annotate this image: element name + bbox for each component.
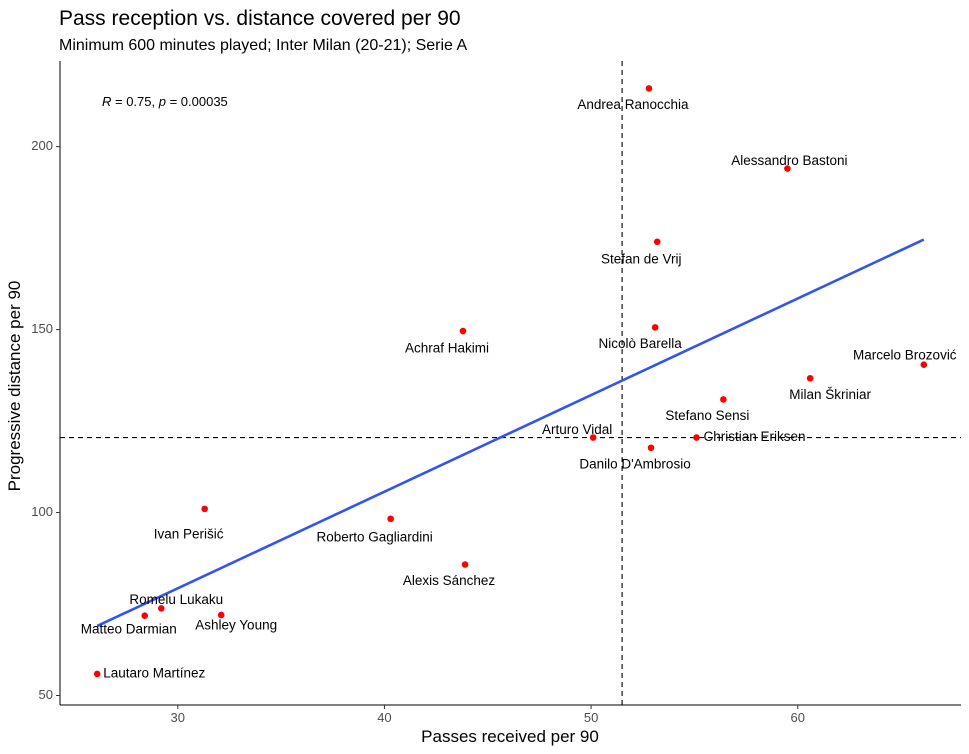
data-point xyxy=(387,515,394,523)
point-label: Milan Škriniar xyxy=(789,387,871,402)
data-point xyxy=(693,434,700,441)
chart-subtitle: Minimum 600 minutes played; Inter Milan … xyxy=(59,37,468,54)
data-point xyxy=(217,611,225,619)
point-label: Stefan de Vrij xyxy=(601,251,682,266)
y-tick-label: 150 xyxy=(31,321,53,336)
y-tick-label: 50 xyxy=(39,687,53,702)
data-point xyxy=(645,85,653,92)
x-tick-label: 40 xyxy=(377,710,391,725)
r-value: = 0.75, xyxy=(111,94,158,109)
point-label: Romelu Lukaku xyxy=(129,592,223,607)
p-value: = 0.00035 xyxy=(166,94,228,109)
data-point xyxy=(651,324,659,331)
data-point xyxy=(93,670,101,678)
data-point xyxy=(459,327,467,335)
point-label: Arturo Vidal xyxy=(542,422,612,437)
point-label: Ivan Perišić xyxy=(154,526,224,541)
chart-title: Pass reception vs. distance covered per … xyxy=(59,7,461,30)
axes: 30 40 50 60 50 100 150 200 xyxy=(31,61,961,725)
data-point xyxy=(201,505,208,513)
y-axis-title: Progressive distance per 90 xyxy=(5,281,24,492)
data-point xyxy=(806,374,814,382)
x-tick-label: 30 xyxy=(171,710,185,725)
p-symbol: p xyxy=(158,94,166,109)
plot-area: Andrea Ranocchia Alessandro Bastoni Stefan… xyxy=(60,61,961,705)
data-point xyxy=(653,238,661,246)
x-axis-title: Passes received per 90 xyxy=(421,727,599,746)
point-label: Alessandro Bastoni xyxy=(731,153,847,168)
data-point xyxy=(647,444,655,452)
point-label: Danilo D'Ambrosio xyxy=(579,456,690,471)
point-label: Roberto Gagliardini xyxy=(316,529,432,544)
trend-line xyxy=(96,238,925,628)
point-label: Ashley Young xyxy=(195,618,277,633)
x-tick-label: 60 xyxy=(791,710,805,725)
point-label: Andrea Ranocchia xyxy=(577,97,689,112)
data-point xyxy=(784,165,791,172)
point-label: Nicolò Barella xyxy=(599,336,683,351)
data-point xyxy=(589,434,597,441)
point-label: Alexis Sánchez xyxy=(403,573,496,588)
x-tick-label: 50 xyxy=(584,710,598,725)
data-point xyxy=(157,605,165,612)
data-point xyxy=(461,561,469,568)
r-symbol: R xyxy=(102,94,111,109)
point-label: Matteo Darmian xyxy=(81,621,177,636)
data-point xyxy=(720,396,727,403)
data-point xyxy=(920,361,928,369)
point-label: Achraf Hakimi xyxy=(405,341,489,356)
point-label: Christian Eriksen xyxy=(703,429,805,444)
y-tick-label: 200 xyxy=(31,138,53,153)
correlation-annotation: R = 0.75, p = 0.00035 xyxy=(102,94,228,109)
data-point xyxy=(141,612,149,620)
point-label: Lautaro Martínez xyxy=(103,665,205,680)
point-label: Marcelo Brozović xyxy=(853,347,957,362)
point-label: Stefano Sensi xyxy=(665,408,749,423)
y-tick-label: 100 xyxy=(31,504,53,519)
